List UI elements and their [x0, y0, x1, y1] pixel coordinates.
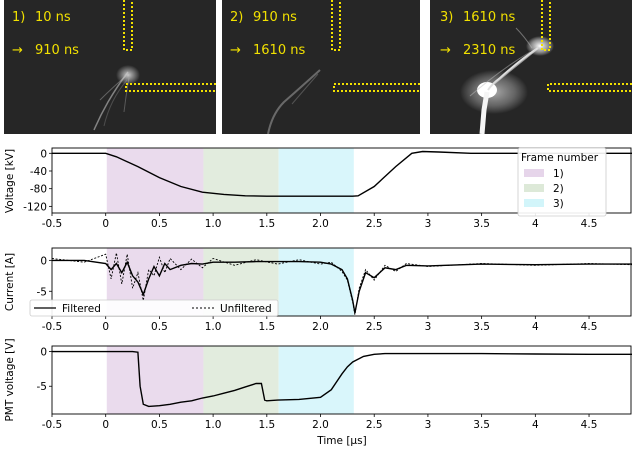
frame-number-label: 2) — [230, 10, 243, 25]
y-axis-label: PMT voltage [V] — [4, 338, 16, 421]
legend-entry: 2) — [553, 183, 564, 195]
camera-frame-3: 3) 1610 ns → 2310 ns — [430, 0, 632, 135]
x-tick-label: 2.5 — [366, 321, 383, 333]
plot-frame — [51, 147, 632, 214]
series-line — [52, 150, 632, 197]
electrode-marker — [331, 0, 420, 92]
x-tick-label: 2.0 — [312, 321, 329, 333]
x-tick-label: 1.5 — [258, 321, 275, 333]
x-tick-label: 2.0 — [312, 218, 329, 230]
x-tick-label: 0 — [102, 419, 109, 431]
discharge-streamer-image — [93, 65, 140, 131]
camera-frame-1: 1) 10 ns → 910 ns — [4, 0, 216, 134]
legend-swatch-band3 — [524, 199, 544, 207]
frame-arrow: → — [12, 43, 23, 58]
frame-band-2 — [203, 346, 279, 414]
discharge-streamer-image — [267, 69, 321, 135]
x-tick-label: 1.0 — [205, 321, 222, 333]
frame-band-2 — [203, 148, 279, 213]
x-tick-label: 3.5 — [473, 419, 490, 431]
legend-swatch-band2 — [524, 184, 544, 192]
x-tick-label: 4 — [532, 321, 539, 333]
frame-start-time: 1610 ns — [463, 10, 515, 25]
x-tick-label: 2.5 — [366, 419, 383, 431]
legend-entry: 3) — [553, 198, 564, 210]
frame-number-label: 3) — [440, 10, 453, 25]
electrode-marker — [123, 0, 216, 92]
frame-band-1 — [106, 148, 204, 213]
x-tick-label: 0 — [102, 218, 109, 230]
x-tick-label: 1.5 — [258, 218, 275, 230]
frame-end-time: 1610 ns — [253, 43, 305, 58]
x-tick-label: 4 — [532, 218, 539, 230]
legend-title: Frame number — [521, 152, 599, 164]
plot-frame — [51, 247, 632, 317]
legend-entry: 1) — [553, 168, 564, 180]
x-tick-label: -0.5 — [42, 321, 63, 333]
frame-start-time: 10 ns — [35, 10, 71, 25]
legend-entry-filtered: Filtered — [62, 303, 101, 315]
frame-background — [430, 0, 632, 134]
y-axis-label: Voltage [kV] — [4, 149, 16, 213]
y-axis-label: Current [A] — [4, 253, 16, 311]
x-tick-label: 0.5 — [151, 419, 168, 431]
frame-band-3 — [278, 346, 354, 414]
frame-band-1 — [106, 346, 204, 414]
pmt-voltage-plot: -0.5 0 0.5 1.0 1.5 2.0 2.5 3 3.5 4 4.5 0 -5 PMT volta… — [4, 338, 632, 447]
frame-start-time: 910 ns — [253, 10, 297, 25]
discharge-streamer-image — [460, 27, 554, 135]
legend-entry-unfiltered: Unfiltered — [220, 303, 272, 315]
electrode-marker — [541, 0, 632, 92]
frame-background — [4, 0, 216, 134]
x-tick-label: 0.5 — [151, 218, 168, 230]
x-tick-label: 0.5 — [151, 321, 168, 333]
y-tick-label: -120 — [23, 201, 47, 213]
y-tick-label: 0 — [40, 347, 47, 359]
voltage-plot: -0.5 0 0.5 1.0 1.5 2.0 2.5 3 3.5 4 4.5 0 -40 -80 -120 V… — [4, 147, 632, 230]
frame-end-time: 2310 ns — [463, 43, 515, 58]
legend-swatch-band1 — [524, 169, 544, 177]
x-tick-label: 4 — [532, 419, 539, 431]
x-tick-label: -0.5 — [42, 218, 63, 230]
series-line — [52, 350, 632, 408]
x-tick-label: 4.5 — [581, 321, 598, 333]
x-tick-label: 3 — [425, 419, 432, 431]
x-tick-label: 3 — [425, 321, 432, 333]
series-line-unfiltered — [51, 252, 632, 315]
current-plot: -0.5 0 0.5 1.0 1.5 2.0 2.5 3 3.5 4 4.5 0 -5 Current [… — [4, 247, 632, 333]
x-tick-label: 0 — [102, 321, 109, 333]
legend-box — [29, 299, 279, 317]
frame-number-legend: Frame number 1) 2) 3) — [517, 147, 607, 217]
y-tick-label: 0 — [40, 148, 47, 160]
x-tick-label: 1.0 — [205, 419, 222, 431]
x-tick-label: 2.5 — [366, 218, 383, 230]
x-tick-label: 4.5 — [581, 218, 598, 230]
frame-background — [222, 0, 420, 134]
x-tick-label: 1.0 — [205, 218, 222, 230]
x-tick-label: 3.5 — [473, 218, 490, 230]
y-tick-label: -40 — [30, 166, 47, 178]
camera-frame-2: 2) 910 ns → 1610 ns — [222, 0, 420, 135]
plot-frame — [51, 345, 632, 415]
y-tick-label: 0 — [40, 255, 47, 267]
frame-arrow: → — [440, 43, 451, 58]
y-tick-label: -80 — [30, 184, 47, 196]
current-legend: Filtered Unfiltered — [29, 299, 279, 317]
y-tick-label: -5 — [37, 381, 47, 393]
frame-end-time: 910 ns — [35, 43, 79, 58]
x-tick-label: 3 — [425, 218, 432, 230]
frame-arrow: → — [230, 43, 241, 58]
x-tick-label: 1.5 — [258, 419, 275, 431]
frame-band-3 — [278, 248, 354, 316]
x-tick-label: 3.5 — [473, 321, 490, 333]
x-tick-label: -0.5 — [42, 419, 63, 431]
x-axis-label: Time [μs] — [316, 435, 366, 447]
frame-number-label: 1) — [12, 10, 25, 25]
x-tick-label: 4.5 — [581, 419, 598, 431]
y-tick-label: -5 — [37, 286, 47, 298]
frame-band-3 — [278, 148, 354, 213]
x-tick-label: 2.0 — [312, 419, 329, 431]
